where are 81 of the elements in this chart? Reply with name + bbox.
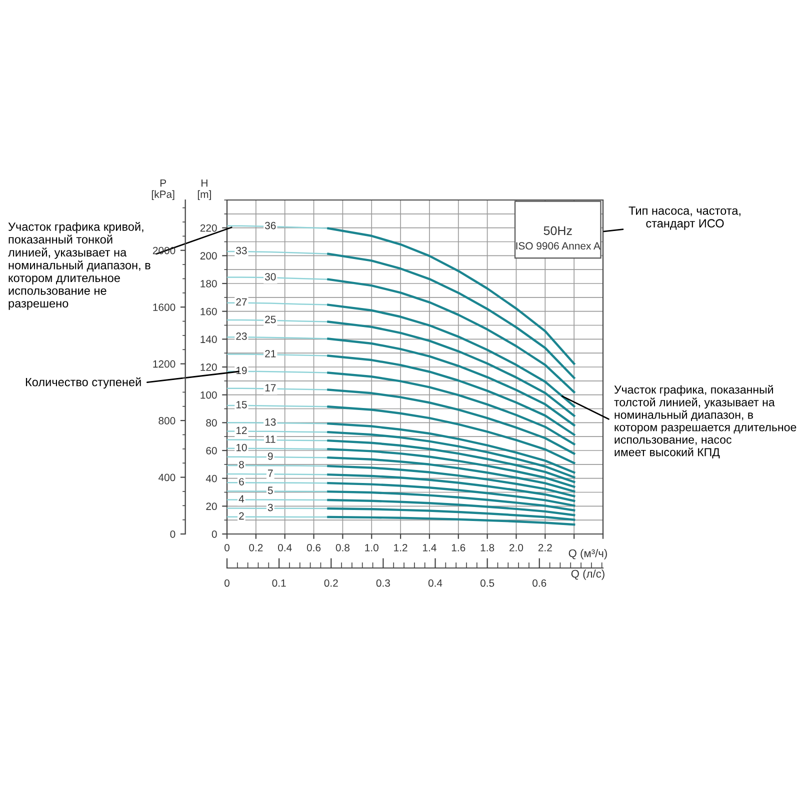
y-tick-label: 200 — [200, 252, 217, 260]
x-tick-label: 0.8 — [336, 544, 350, 552]
line-series — [327, 304, 576, 408]
series-label: 33 — [236, 246, 247, 254]
line-series — [327, 338, 576, 426]
y-tick-label: 120 — [200, 364, 217, 371]
y2-tick-label: 1200 — [153, 360, 176, 368]
y-tick-label: 180 — [200, 280, 217, 288]
line-series — [327, 440, 576, 484]
series-label: 36 — [264, 222, 276, 230]
x-tick-label: 2.2 — [538, 544, 552, 552]
series-label: 11 — [266, 436, 276, 443]
line-series — [327, 372, 576, 446]
annotation: Участок графика кривой, показанный тонкой линией, указывает на номинальный диапазон, в котором длительное использование не разрешено — [8, 222, 150, 310]
line-series — [327, 406, 576, 464]
y2-tick-label: 1600 — [153, 304, 176, 311]
x-tick-label: 0.6 — [306, 544, 321, 552]
x2-axis-title: Q (л/с) — [571, 570, 604, 580]
series-label: 25 — [265, 316, 276, 324]
y2-axis-title: P [kPa] — [152, 179, 174, 200]
x-tick-label: 1.2 — [394, 544, 408, 552]
y-tick-label: 60 — [206, 447, 217, 454]
line-series — [327, 422, 576, 474]
y-tick-label: 20 — [206, 502, 217, 510]
y2-tick-label: 800 — [158, 417, 176, 424]
line-series — [327, 482, 576, 507]
y-tick-label: 140 — [200, 336, 217, 344]
line-series — [327, 473, 576, 502]
x2-tick-label: 0 — [224, 579, 230, 587]
y-tick-label: 0 — [212, 530, 217, 538]
annotation: Количество ступеней — [26, 377, 141, 389]
series-label: 12 — [236, 426, 247, 434]
y-tick-label: 40 — [206, 474, 217, 482]
annotation: 50Hz — [544, 226, 572, 236]
series-label: 15 — [236, 401, 247, 408]
line-series — [327, 490, 576, 512]
x2-tick-label: 0.1 — [272, 579, 286, 587]
x-tick-label: 1.6 — [452, 544, 466, 552]
line-series — [327, 388, 576, 455]
line-series — [327, 456, 576, 493]
y-tick-label: 160 — [200, 308, 217, 316]
y2-tick-label: 400 — [158, 474, 176, 482]
x-tick-label: 2.0 — [510, 544, 524, 552]
line-series — [327, 320, 576, 417]
series-label: 10 — [236, 444, 247, 452]
y-axis-title: H [m] — [198, 179, 211, 200]
line-series — [327, 252, 576, 379]
x2-tick-label: 0.2 — [324, 579, 338, 587]
line-series — [327, 516, 576, 526]
text: Тип насоса, частота, стандарт ИСО — [628, 206, 740, 230]
x-axis-title: Q (м³/ч) — [568, 549, 607, 560]
annotation: ISO 9906 Annex A — [516, 242, 600, 250]
series-label: 17 — [265, 384, 276, 392]
y-tick-label: 80 — [206, 419, 217, 427]
x2-tick-label: 0.6 — [532, 579, 546, 587]
y2-tick-label: 0 — [170, 530, 176, 538]
x-tick-label: 1.0 — [365, 544, 378, 552]
x-tick-label: 1.8 — [480, 544, 494, 552]
x-tick-label: 0.2 — [249, 544, 263, 552]
series-label: 19 — [236, 366, 247, 374]
line-series — [327, 464, 576, 498]
y-tick-label: 100 — [200, 391, 217, 399]
line-series — [327, 507, 576, 521]
series-label: 27 — [236, 298, 247, 306]
x-tick-label: 1.4 — [423, 544, 436, 552]
line-series — [327, 431, 576, 478]
series-label: 13 — [265, 418, 276, 426]
series-label: 21 — [265, 350, 276, 358]
x-tick-label: 0.4 — [278, 544, 292, 552]
x2-tick-label: 0.4 — [428, 579, 442, 587]
x2-tick-label: 0.5 — [480, 579, 494, 587]
line-series — [327, 354, 576, 436]
x2-tick-label: 0.3 — [376, 579, 390, 587]
line-series — [327, 498, 576, 516]
x-tick-label: 0 — [224, 544, 230, 552]
y-tick-label: 220 — [200, 224, 217, 232]
series-label: 30 — [264, 273, 276, 280]
line-series — [327, 278, 576, 394]
series-label: 23 — [236, 332, 247, 340]
annotation: Участок графика, показанный толстой линией, указывает на номинальный диапазон, в котором разрешается длительное использование, насос имеет высокий КПД — [614, 385, 796, 458]
line-series — [327, 448, 576, 488]
